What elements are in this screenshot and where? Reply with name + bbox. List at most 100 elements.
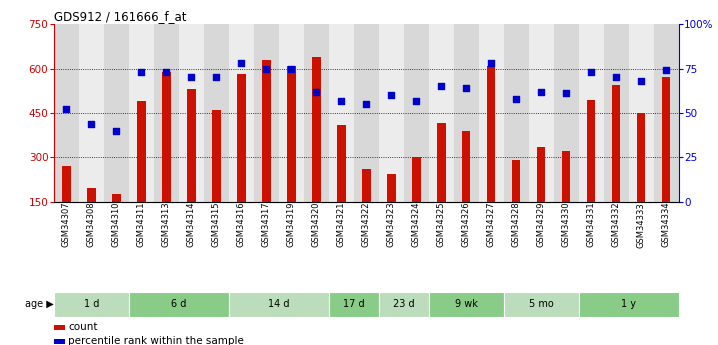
Bar xyxy=(479,24,503,202)
Point xyxy=(661,68,672,73)
Bar xyxy=(537,147,546,202)
Bar xyxy=(79,24,104,202)
Point xyxy=(161,69,172,75)
Bar xyxy=(503,292,579,317)
Text: GSM34311: GSM34311 xyxy=(137,202,146,247)
Text: GSM34315: GSM34315 xyxy=(212,202,220,247)
Bar xyxy=(604,24,628,202)
Bar xyxy=(262,60,271,202)
Bar xyxy=(378,24,404,202)
Bar xyxy=(87,188,95,202)
Bar xyxy=(253,24,279,202)
Text: GSM34334: GSM34334 xyxy=(661,202,671,247)
Bar xyxy=(561,151,570,202)
Point xyxy=(435,83,447,89)
Point xyxy=(185,75,197,80)
Text: GSM34332: GSM34332 xyxy=(612,202,620,247)
Bar xyxy=(154,24,179,202)
Text: GSM34321: GSM34321 xyxy=(337,202,345,247)
Point xyxy=(85,121,97,126)
Point xyxy=(286,66,297,71)
Text: GSM34333: GSM34333 xyxy=(637,202,645,248)
Text: GSM34323: GSM34323 xyxy=(387,202,396,247)
Bar xyxy=(462,131,470,202)
Text: 17 d: 17 d xyxy=(343,299,365,309)
Bar xyxy=(579,24,604,202)
Bar xyxy=(229,292,329,317)
Bar xyxy=(187,89,195,202)
Text: age ▶: age ▶ xyxy=(25,299,54,309)
Text: GSM34331: GSM34331 xyxy=(587,202,595,247)
Point xyxy=(510,96,522,101)
Point xyxy=(261,66,272,71)
Bar xyxy=(54,339,65,344)
Bar xyxy=(378,292,429,317)
Point xyxy=(60,107,72,112)
Bar xyxy=(512,160,521,202)
Bar xyxy=(104,24,129,202)
Bar xyxy=(329,24,354,202)
Text: GSM34329: GSM34329 xyxy=(536,202,546,247)
Bar xyxy=(437,124,445,202)
Text: 9 wk: 9 wk xyxy=(454,299,477,309)
Bar xyxy=(287,66,296,202)
Bar xyxy=(579,292,679,317)
Point xyxy=(610,75,622,80)
Bar xyxy=(429,292,503,317)
Bar xyxy=(637,113,645,202)
Text: GSM34314: GSM34314 xyxy=(187,202,196,247)
Bar xyxy=(412,157,421,202)
Bar xyxy=(54,325,65,330)
Text: GSM34330: GSM34330 xyxy=(561,202,571,247)
Bar xyxy=(354,24,378,202)
Text: GDS912 / 161666_f_at: GDS912 / 161666_f_at xyxy=(54,10,187,23)
Bar xyxy=(129,24,154,202)
Bar xyxy=(212,110,220,202)
Bar xyxy=(162,71,171,202)
Text: GSM34322: GSM34322 xyxy=(362,202,370,247)
Bar xyxy=(279,24,304,202)
Bar xyxy=(454,24,479,202)
Bar xyxy=(404,24,429,202)
Point xyxy=(360,101,372,107)
Bar xyxy=(429,24,454,202)
Bar xyxy=(137,101,146,202)
Bar xyxy=(129,292,229,317)
Bar xyxy=(387,174,396,202)
Bar xyxy=(628,24,653,202)
Bar xyxy=(229,24,253,202)
Bar xyxy=(653,24,679,202)
Text: 14 d: 14 d xyxy=(268,299,289,309)
Text: GSM34324: GSM34324 xyxy=(411,202,421,247)
Text: GSM34307: GSM34307 xyxy=(62,202,71,247)
Point xyxy=(536,89,547,95)
Text: 1 y: 1 y xyxy=(621,299,636,309)
Point xyxy=(386,92,397,98)
Text: GSM34310: GSM34310 xyxy=(112,202,121,247)
Text: GSM34320: GSM34320 xyxy=(312,202,321,247)
Bar xyxy=(487,66,495,202)
Point xyxy=(111,128,122,134)
Bar xyxy=(337,125,345,202)
Bar xyxy=(503,24,528,202)
Text: GSM34328: GSM34328 xyxy=(512,202,521,247)
Bar xyxy=(54,24,79,202)
Bar xyxy=(554,24,579,202)
Text: GSM34316: GSM34316 xyxy=(237,202,246,247)
Bar xyxy=(112,195,121,202)
Bar xyxy=(62,166,70,202)
Text: 1 d: 1 d xyxy=(83,299,99,309)
Point xyxy=(310,89,322,95)
Text: GSM34326: GSM34326 xyxy=(462,202,470,247)
Point xyxy=(236,60,247,66)
Text: 5 mo: 5 mo xyxy=(528,299,554,309)
Bar xyxy=(662,78,671,202)
Text: GSM34327: GSM34327 xyxy=(487,202,495,247)
Point xyxy=(335,98,347,103)
Bar xyxy=(304,24,329,202)
Text: percentile rank within the sample: percentile rank within the sample xyxy=(68,336,244,345)
Point xyxy=(485,60,497,66)
Text: GSM34325: GSM34325 xyxy=(437,202,446,247)
Point xyxy=(460,85,472,91)
Bar xyxy=(612,85,620,202)
